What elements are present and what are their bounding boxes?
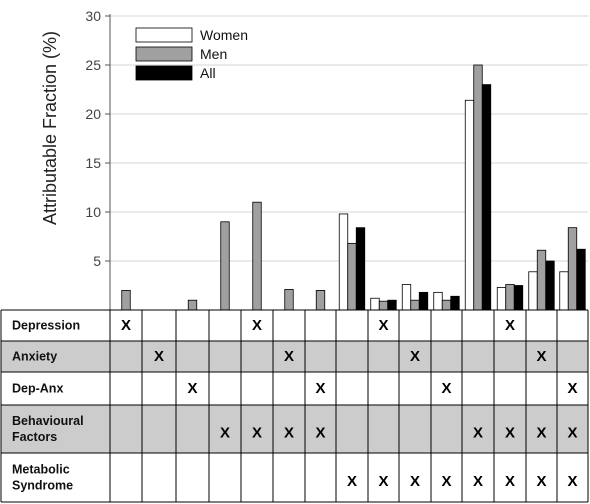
- legend-swatch-men: [135, 46, 193, 62]
- factor-mark: X: [441, 473, 451, 490]
- bar-men: [567, 227, 578, 311]
- factor-mark: X: [220, 425, 230, 442]
- factor-mark: X: [187, 380, 197, 397]
- bar-all: [545, 260, 555, 311]
- legend-label: Women: [200, 27, 248, 43]
- factor-mark: X: [284, 348, 294, 365]
- factor-mark: X: [505, 317, 515, 334]
- y-tick-label: 30: [85, 8, 101, 24]
- bar-men: [347, 242, 357, 311]
- table-row-label: Depression: [12, 319, 80, 333]
- factor-mark: X: [567, 425, 577, 442]
- legend-swatch-all: [135, 65, 193, 81]
- factor-mark: X: [410, 473, 420, 490]
- factor-mark: X: [505, 473, 515, 490]
- y-tick-label: 5: [93, 253, 101, 269]
- factor-mark: X: [567, 473, 577, 490]
- bar-women: [559, 271, 569, 311]
- bar-men: [121, 289, 131, 311]
- legend: Women Men All: [135, 27, 248, 81]
- bar-men: [187, 299, 198, 311]
- bar-all: [387, 299, 397, 311]
- factor-mark: X: [536, 425, 546, 442]
- legend-swatch-women: [135, 27, 193, 43]
- factor-mark: X: [473, 425, 483, 442]
- y-tick-label: 25: [85, 57, 101, 73]
- bar-men: [378, 300, 389, 311]
- factor-mark: X: [121, 317, 131, 334]
- bar-women: [401, 284, 412, 311]
- y-tick-label: 15: [85, 155, 101, 171]
- bar-women: [496, 287, 507, 311]
- y-tick-labels: 5 10 15 20 25 30: [85, 8, 110, 269]
- bar-all: [450, 295, 460, 311]
- table-row-label: Anxiety: [12, 350, 57, 364]
- table-row-label: Behavioural Factors: [12, 414, 84, 444]
- legend-label: Men: [200, 46, 227, 62]
- factor-mark: X: [473, 473, 483, 490]
- factor-mark: X: [315, 380, 325, 397]
- factor-mark: X: [536, 473, 546, 490]
- bar-men: [252, 201, 262, 311]
- table-row-label: Dep-Anx: [12, 382, 63, 396]
- factor-mark: X: [567, 380, 577, 397]
- factor-mark: X: [315, 425, 325, 442]
- factor-mark: X: [284, 425, 294, 442]
- bar-men: [284, 289, 294, 311]
- bar-men: [410, 299, 420, 311]
- factor-mark: X: [441, 380, 451, 397]
- factor-table: Depression X X X X Anxiety X X X X Dep-Anx X X X X Beha…: [0, 309, 589, 503]
- y-tick-label: 10: [85, 204, 101, 220]
- bar-all: [576, 248, 586, 311]
- legend-label: All: [200, 65, 216, 81]
- bar-men: [220, 221, 230, 311]
- bar-women: [528, 271, 538, 311]
- bar-women: [433, 291, 443, 311]
- table-row-label: Metabolic Syndrome: [12, 463, 73, 493]
- factor-mark: X: [410, 348, 420, 365]
- factor-mark: X: [536, 348, 546, 365]
- bar-women: [370, 297, 380, 311]
- table-row-shading: [1, 405, 588, 453]
- bar-all: [481, 84, 492, 311]
- bar-women: [338, 213, 349, 311]
- bar-all: [355, 227, 366, 311]
- gridlines: [110, 15, 588, 262]
- bar-men: [505, 284, 515, 311]
- factor-mark: X: [378, 317, 388, 334]
- bar-all: [513, 285, 524, 311]
- factor-mark: X: [252, 317, 262, 334]
- y-tick-label: 20: [85, 106, 101, 122]
- factor-mark: X: [505, 425, 515, 442]
- bars: [121, 64, 586, 311]
- bar-men: [315, 289, 326, 311]
- table-row-shading: [1, 341, 588, 372]
- factor-mark: X: [347, 473, 357, 490]
- bar-all: [418, 291, 429, 311]
- bar-men: [441, 299, 452, 311]
- y-axis-label: Attributable Fraction (%): [40, 31, 60, 225]
- factor-mark: X: [378, 473, 388, 490]
- bar-women: [464, 99, 475, 311]
- factor-mark: X: [154, 348, 164, 365]
- factor-mark: X: [252, 425, 262, 442]
- bar-men: [536, 249, 547, 311]
- bar-men: [473, 64, 483, 311]
